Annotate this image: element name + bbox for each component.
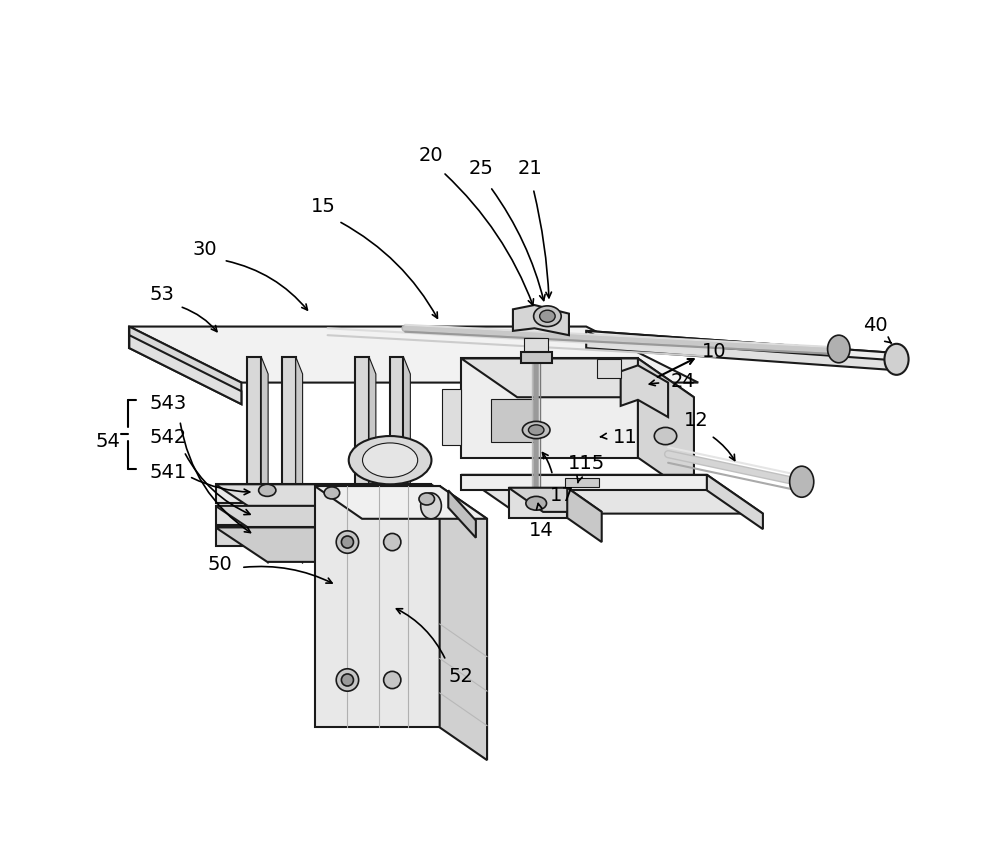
Polygon shape	[261, 357, 268, 564]
Text: 12: 12	[684, 411, 709, 430]
Polygon shape	[129, 327, 241, 405]
Text: 50: 50	[207, 554, 232, 573]
Ellipse shape	[522, 422, 550, 439]
Text: 21: 21	[518, 158, 543, 177]
Text: 10: 10	[701, 342, 726, 361]
Ellipse shape	[349, 437, 431, 485]
Ellipse shape	[336, 669, 359, 691]
Polygon shape	[433, 495, 453, 530]
Text: 24: 24	[670, 371, 695, 390]
Bar	[247, 357, 261, 547]
Bar	[565, 479, 599, 487]
Bar	[461, 475, 707, 491]
Ellipse shape	[384, 534, 401, 551]
Polygon shape	[296, 357, 303, 564]
Polygon shape	[129, 336, 241, 405]
Ellipse shape	[259, 485, 276, 497]
Ellipse shape	[828, 336, 850, 363]
Bar	[216, 485, 431, 504]
Polygon shape	[216, 485, 483, 519]
Bar	[216, 528, 431, 547]
Text: 15: 15	[311, 197, 336, 216]
Ellipse shape	[324, 487, 340, 499]
Bar	[491, 400, 534, 443]
Polygon shape	[369, 357, 376, 564]
Ellipse shape	[341, 536, 353, 548]
Polygon shape	[513, 306, 569, 336]
Bar	[509, 488, 567, 518]
Polygon shape	[586, 331, 905, 362]
Polygon shape	[521, 353, 552, 363]
Ellipse shape	[526, 497, 547, 511]
Polygon shape	[586, 331, 888, 370]
Text: 17: 17	[550, 486, 574, 505]
Text: 11: 11	[613, 428, 637, 447]
Polygon shape	[129, 327, 698, 383]
Polygon shape	[403, 357, 410, 564]
Polygon shape	[448, 491, 476, 538]
Text: 52: 52	[449, 666, 474, 685]
Bar	[442, 389, 461, 445]
Bar	[355, 357, 369, 547]
Ellipse shape	[341, 674, 353, 686]
Text: 30: 30	[193, 240, 218, 259]
Polygon shape	[216, 528, 483, 562]
Text: 53: 53	[150, 285, 175, 304]
Text: 543: 543	[150, 393, 187, 412]
Bar	[282, 357, 296, 547]
Bar	[524, 338, 548, 357]
Polygon shape	[509, 488, 602, 512]
Text: 542: 542	[150, 428, 187, 447]
Ellipse shape	[363, 443, 418, 478]
Bar	[597, 360, 621, 379]
Polygon shape	[129, 327, 586, 349]
Ellipse shape	[336, 531, 359, 554]
Polygon shape	[461, 475, 763, 514]
Bar	[315, 486, 440, 728]
Ellipse shape	[421, 493, 441, 519]
Polygon shape	[707, 475, 763, 530]
Text: 541: 541	[150, 462, 187, 481]
Polygon shape	[440, 486, 487, 760]
Text: 40: 40	[863, 316, 887, 335]
Ellipse shape	[534, 307, 561, 327]
Ellipse shape	[384, 672, 401, 689]
Bar	[390, 357, 403, 547]
Ellipse shape	[419, 493, 434, 505]
Polygon shape	[621, 366, 668, 418]
Polygon shape	[216, 506, 483, 541]
Ellipse shape	[654, 428, 677, 445]
Polygon shape	[461, 359, 694, 398]
Bar	[216, 506, 431, 525]
Text: 115: 115	[568, 454, 605, 473]
Ellipse shape	[540, 311, 555, 323]
Ellipse shape	[884, 344, 909, 375]
Ellipse shape	[790, 467, 814, 498]
Text: 25: 25	[469, 158, 493, 177]
Bar	[461, 359, 638, 458]
Text: 20: 20	[419, 146, 443, 164]
Ellipse shape	[528, 425, 544, 436]
Polygon shape	[315, 486, 487, 519]
Polygon shape	[567, 488, 602, 542]
Polygon shape	[638, 359, 694, 497]
Ellipse shape	[353, 485, 371, 497]
Text: 54: 54	[95, 431, 120, 450]
Text: 14: 14	[529, 520, 554, 539]
